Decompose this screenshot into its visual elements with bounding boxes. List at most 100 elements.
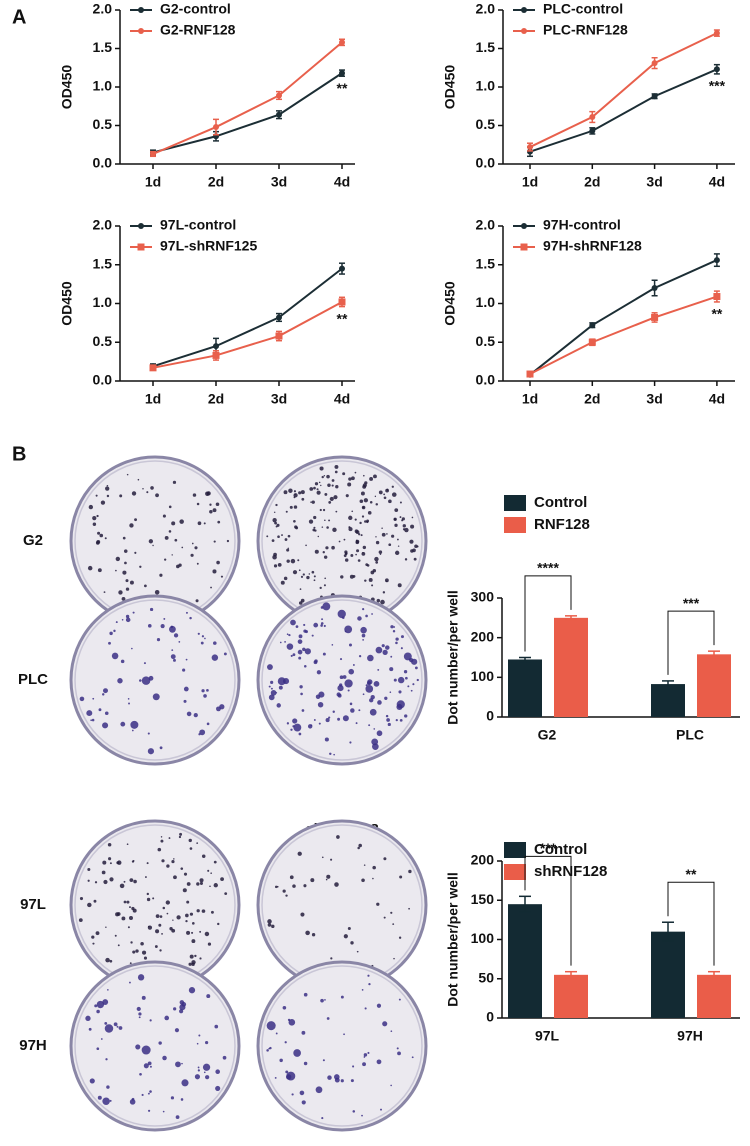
colony bbox=[395, 641, 398, 645]
colony bbox=[216, 706, 221, 712]
colony bbox=[131, 729, 134, 732]
colony bbox=[287, 534, 291, 538]
colony bbox=[155, 493, 159, 498]
colony bbox=[212, 569, 217, 574]
colony bbox=[373, 728, 376, 730]
colony bbox=[348, 643, 352, 647]
y-tick-label: 1.0 bbox=[93, 294, 113, 310]
colony bbox=[279, 1058, 283, 1063]
significance-label: **** bbox=[537, 560, 559, 576]
colony bbox=[174, 1028, 180, 1033]
colony bbox=[117, 944, 120, 947]
colony bbox=[300, 490, 305, 495]
colony bbox=[107, 842, 112, 847]
colony bbox=[171, 554, 173, 556]
colony bbox=[97, 568, 102, 573]
colony bbox=[298, 634, 303, 639]
colony bbox=[96, 1047, 100, 1051]
legend-label: PLC-RNF128 bbox=[543, 22, 628, 38]
colony bbox=[109, 631, 113, 636]
colony bbox=[315, 1086, 323, 1094]
colony bbox=[362, 552, 364, 554]
colony bbox=[367, 1051, 370, 1054]
colony bbox=[119, 883, 125, 889]
significance-bracket bbox=[667, 881, 715, 966]
y-tick-label: 2.0 bbox=[476, 1, 496, 17]
colony bbox=[135, 1044, 141, 1050]
colony bbox=[268, 685, 271, 688]
series-line bbox=[529, 68, 718, 153]
colony bbox=[115, 621, 118, 624]
colony bbox=[416, 678, 419, 682]
colony bbox=[358, 843, 362, 848]
colony bbox=[125, 617, 131, 623]
colony bbox=[198, 733, 201, 736]
colony bbox=[173, 658, 176, 662]
colony bbox=[359, 499, 364, 504]
colony bbox=[157, 847, 162, 852]
colony bbox=[286, 1071, 296, 1081]
colony bbox=[300, 692, 303, 696]
colony bbox=[155, 929, 160, 934]
x-tick-label: 4d bbox=[334, 391, 350, 407]
colony bbox=[197, 1066, 200, 1069]
colony bbox=[195, 599, 199, 603]
colony bbox=[203, 694, 207, 698]
colony bbox=[178, 563, 182, 567]
colony bbox=[342, 616, 345, 619]
colony bbox=[310, 878, 315, 883]
colony bbox=[180, 867, 184, 870]
colony bbox=[316, 670, 322, 675]
colony bbox=[374, 556, 379, 562]
colony bbox=[303, 992, 308, 997]
marker bbox=[651, 313, 659, 321]
colony bbox=[139, 565, 142, 568]
colony bbox=[185, 919, 188, 923]
colony bbox=[344, 558, 349, 562]
colony bbox=[186, 711, 192, 717]
colony bbox=[373, 680, 380, 687]
significance-bracket bbox=[524, 855, 572, 966]
colony bbox=[408, 907, 410, 910]
colony bbox=[392, 630, 396, 633]
colony bbox=[367, 511, 372, 515]
colony bbox=[272, 554, 277, 560]
marker bbox=[149, 364, 157, 372]
colony bbox=[186, 930, 191, 935]
colony bbox=[290, 558, 296, 564]
legend-marker bbox=[138, 7, 144, 13]
colony bbox=[111, 652, 119, 660]
colony bbox=[92, 942, 95, 945]
y-tick-label: 0 bbox=[486, 1009, 494, 1025]
colony bbox=[129, 580, 134, 585]
colony bbox=[188, 962, 192, 966]
colony bbox=[364, 579, 367, 582]
colony bbox=[313, 515, 317, 520]
colony bbox=[351, 510, 354, 513]
colony bbox=[400, 647, 403, 650]
colony bbox=[121, 916, 126, 921]
colony bbox=[304, 648, 311, 655]
x-tick-label: 4d bbox=[334, 174, 350, 190]
colony bbox=[147, 624, 152, 628]
series-line bbox=[529, 259, 718, 376]
marker bbox=[339, 265, 345, 272]
colony bbox=[348, 527, 353, 532]
colony bbox=[175, 1115, 180, 1119]
colony bbox=[119, 494, 123, 498]
colony bbox=[272, 518, 277, 523]
dish-rim bbox=[261, 965, 423, 1127]
colony bbox=[340, 575, 344, 579]
colony bbox=[204, 931, 210, 937]
dish-rim bbox=[74, 599, 236, 761]
colony bbox=[125, 579, 129, 583]
colony bbox=[378, 490, 383, 495]
colony bbox=[205, 1075, 210, 1080]
colony bbox=[397, 676, 405, 684]
colony bbox=[89, 1078, 95, 1084]
colony bbox=[326, 874, 331, 879]
colony bbox=[362, 693, 365, 696]
colony bbox=[297, 559, 300, 562]
colony bbox=[382, 591, 386, 594]
colony bbox=[147, 732, 150, 735]
